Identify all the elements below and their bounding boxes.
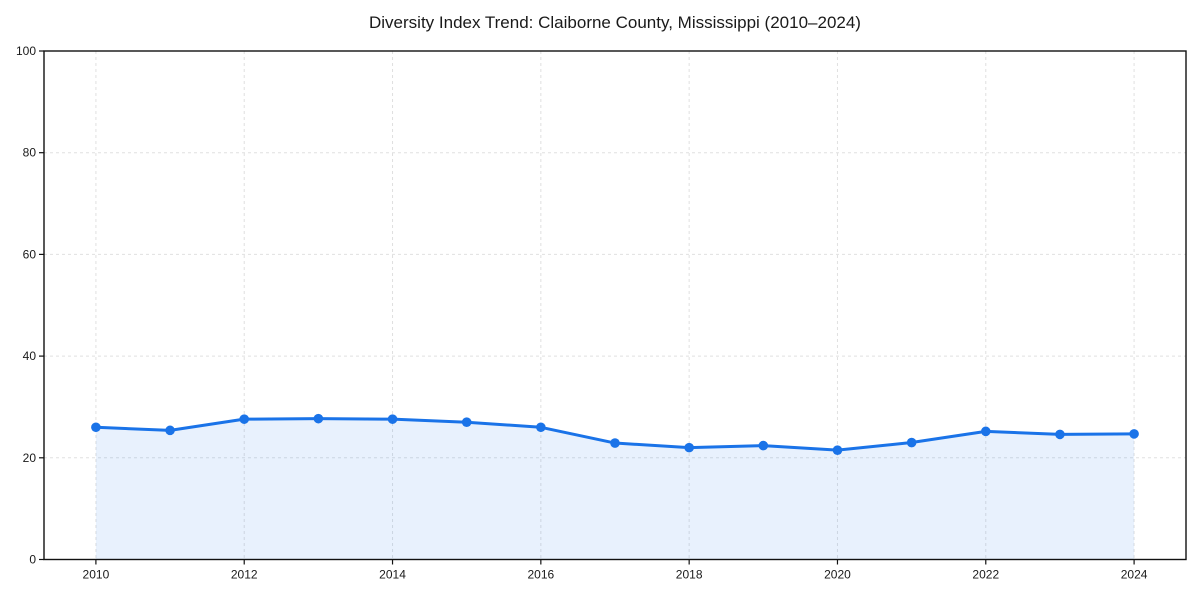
data-point [832, 445, 843, 455]
x-tick-label: 2016 [527, 568, 554, 582]
x-tick-label: 2018 [676, 568, 703, 582]
x-tick-label: 2020 [824, 568, 851, 582]
chart-title: Diversity Index Trend: Claiborne County,… [369, 13, 861, 32]
plot-border [43, 50, 1187, 561]
data-point [906, 437, 917, 448]
data-point [758, 440, 769, 451]
y-tick-label: 40 [23, 349, 37, 363]
data-point [387, 414, 398, 424]
area-fill [95, 418, 1135, 560]
data-point [1129, 429, 1139, 439]
y-tick-label: 80 [23, 146, 37, 160]
data-point [239, 414, 250, 424]
data-point [461, 417, 472, 428]
data-point [165, 425, 175, 436]
data-point [980, 426, 991, 437]
x-tick-label: 2012 [231, 568, 258, 582]
x-tick-label: 2024 [1121, 568, 1148, 582]
x-tick-label: 2022 [972, 568, 999, 582]
data-point [313, 413, 324, 424]
data-point [1055, 429, 1065, 440]
y-tick-label: 100 [16, 44, 36, 58]
x-tick-label: 2014 [379, 568, 406, 582]
x-tick-label: 2010 [83, 568, 110, 582]
data-point [684, 442, 694, 453]
data-point [536, 422, 546, 433]
y-tick-label: 0 [29, 553, 36, 567]
data-point [91, 422, 101, 433]
y-tick-label: 20 [23, 451, 37, 465]
data-point [610, 438, 620, 448]
y-tick-label: 60 [23, 247, 37, 261]
